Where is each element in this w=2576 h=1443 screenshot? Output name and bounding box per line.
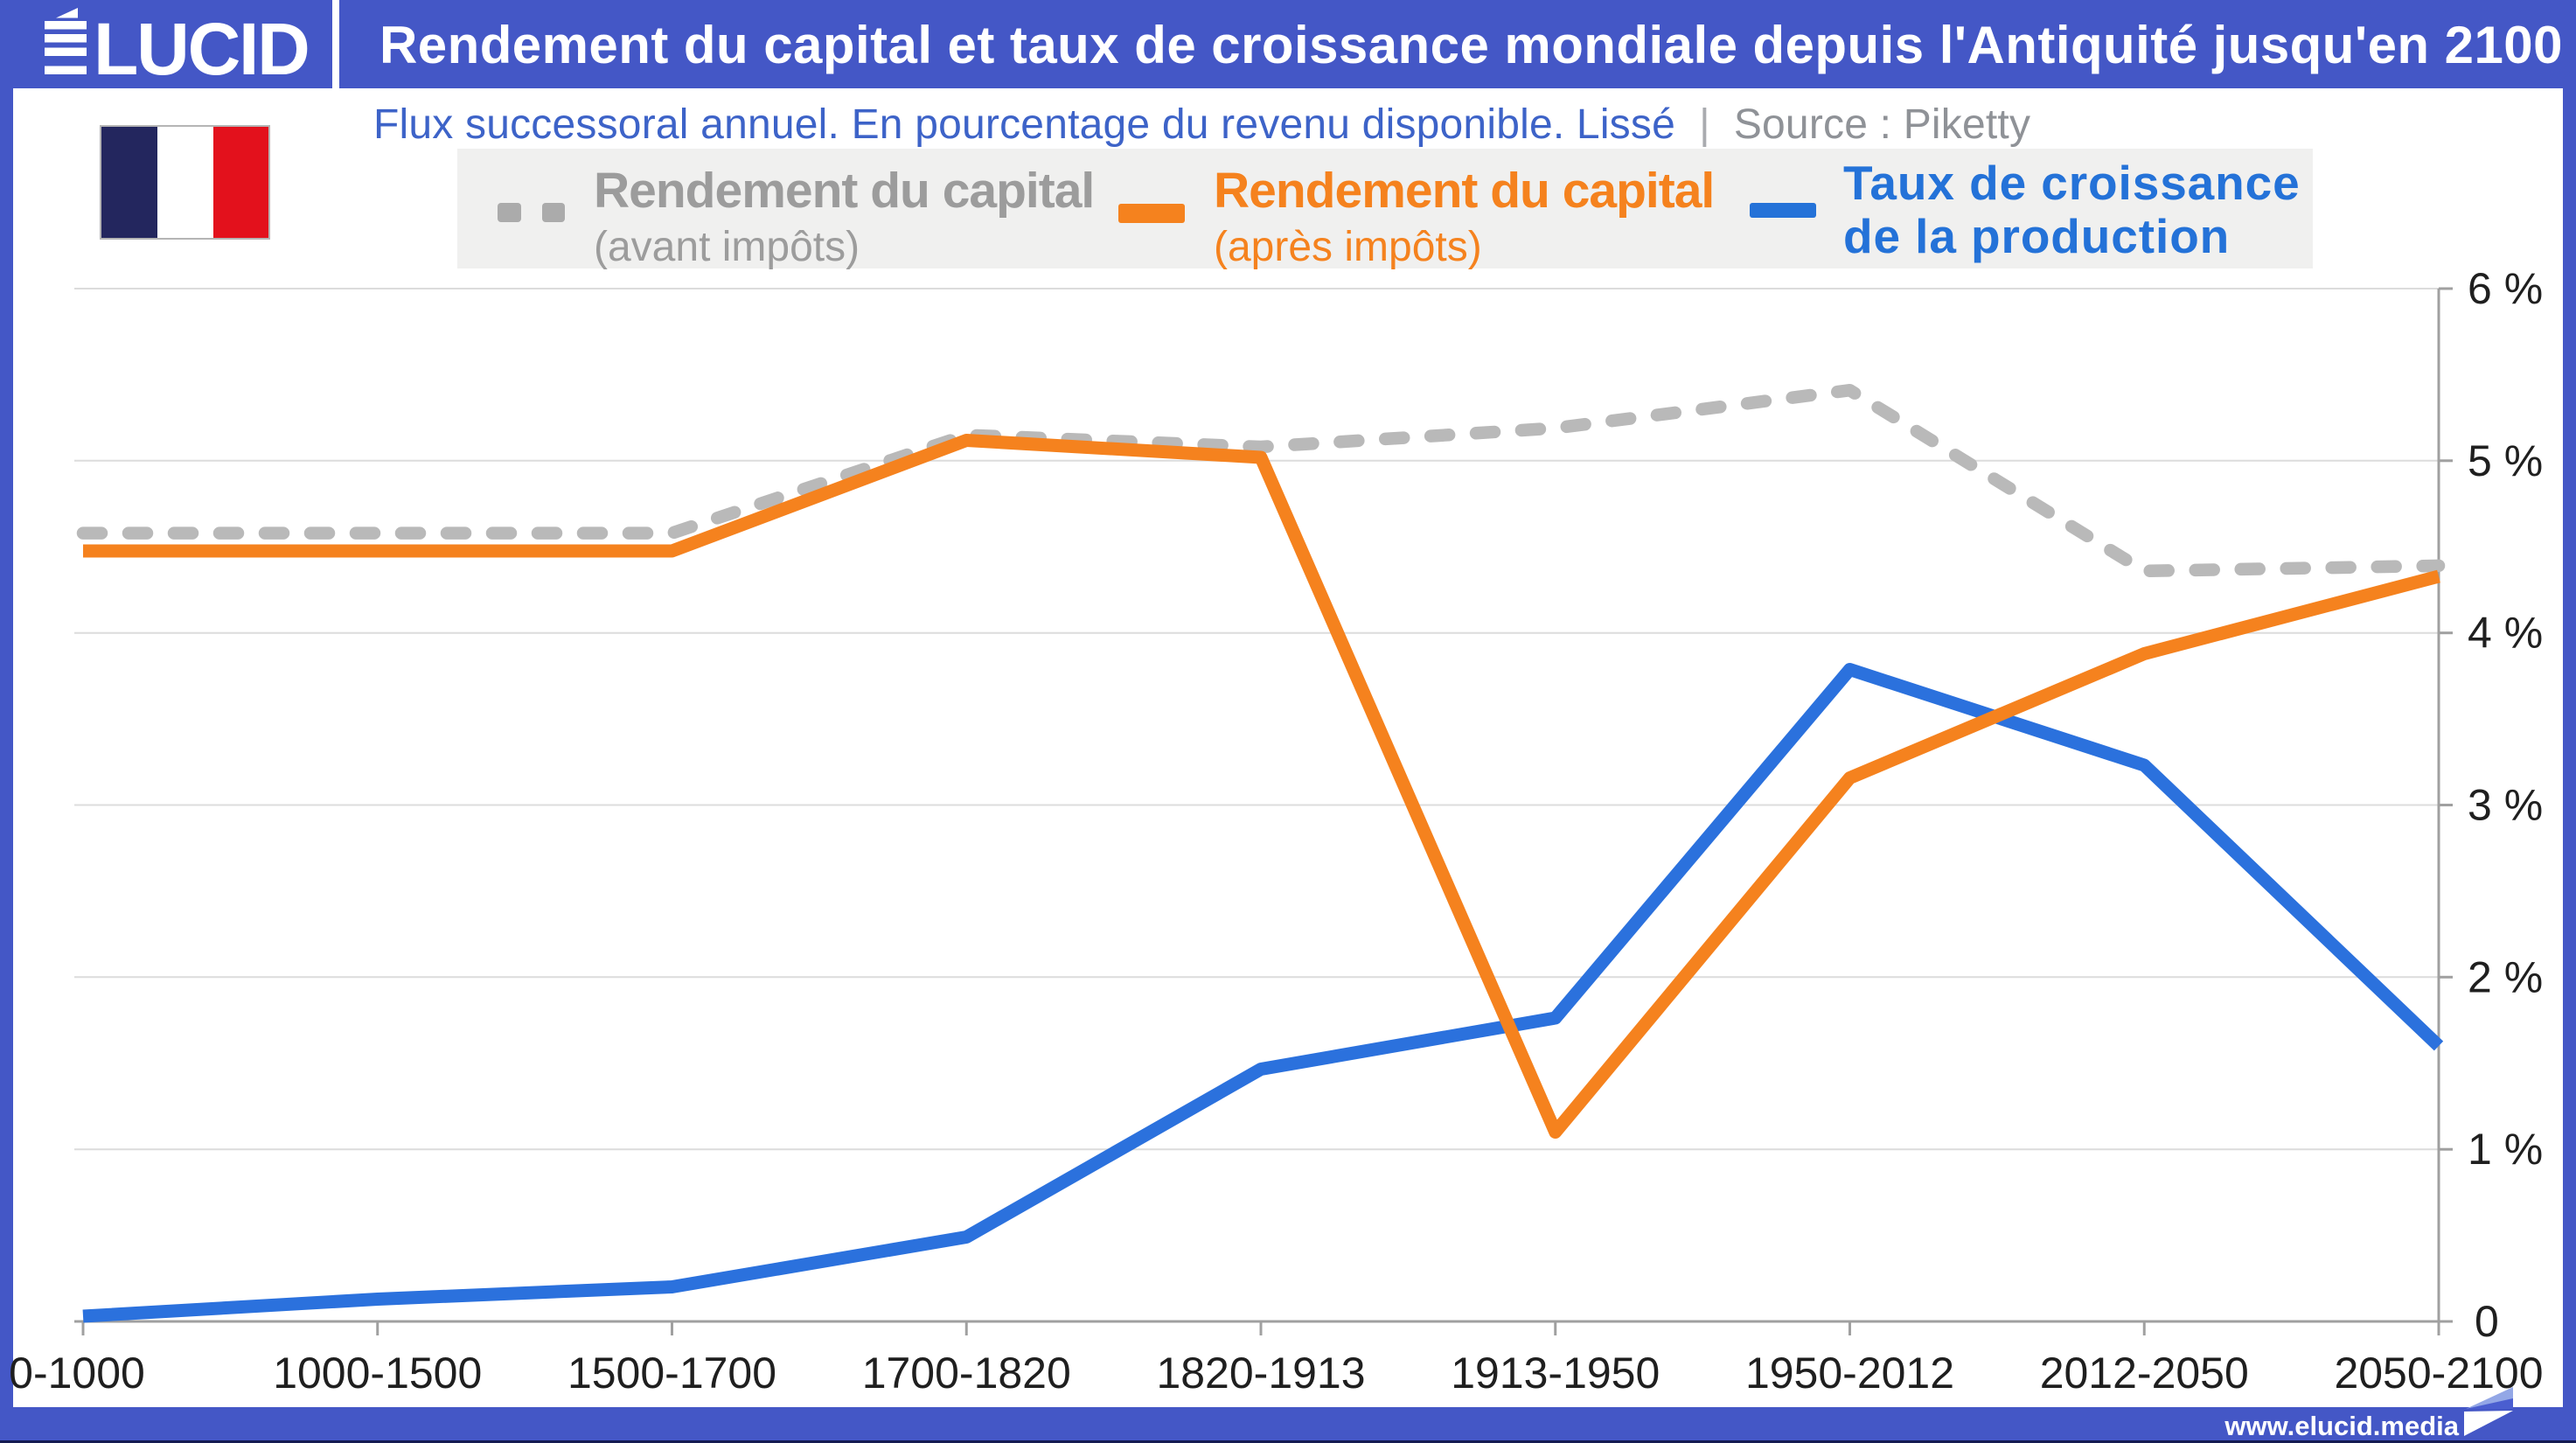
svg-text:1950-2012: 1950-2012 <box>1745 1349 1954 1398</box>
svg-text:1000-1500: 1000-1500 <box>273 1349 482 1398</box>
svg-text:1 %: 1 % <box>2468 1125 2543 1174</box>
svg-text:4 %: 4 % <box>2468 609 2543 658</box>
svg-text:1500-1700: 1500-1700 <box>567 1349 776 1398</box>
svg-text:0: 0 <box>2475 1297 2499 1346</box>
svg-text:5 %: 5 % <box>2468 436 2543 485</box>
svg-text:LUCID: LUCID <box>94 8 309 88</box>
svg-text:3 %: 3 % <box>2468 781 2543 830</box>
svg-text:1913-1950: 1913-1950 <box>1451 1349 1660 1398</box>
svg-text:2 %: 2 % <box>2468 952 2543 1001</box>
svg-text:0-1000: 0-1000 <box>9 1349 145 1398</box>
svg-text:6 %: 6 % <box>2468 264 2543 313</box>
svg-text:1700-1820: 1700-1820 <box>862 1349 1071 1398</box>
svg-text:2012-2050: 2012-2050 <box>2040 1349 2249 1398</box>
svg-text:1820-1913: 1820-1913 <box>1156 1349 1365 1398</box>
